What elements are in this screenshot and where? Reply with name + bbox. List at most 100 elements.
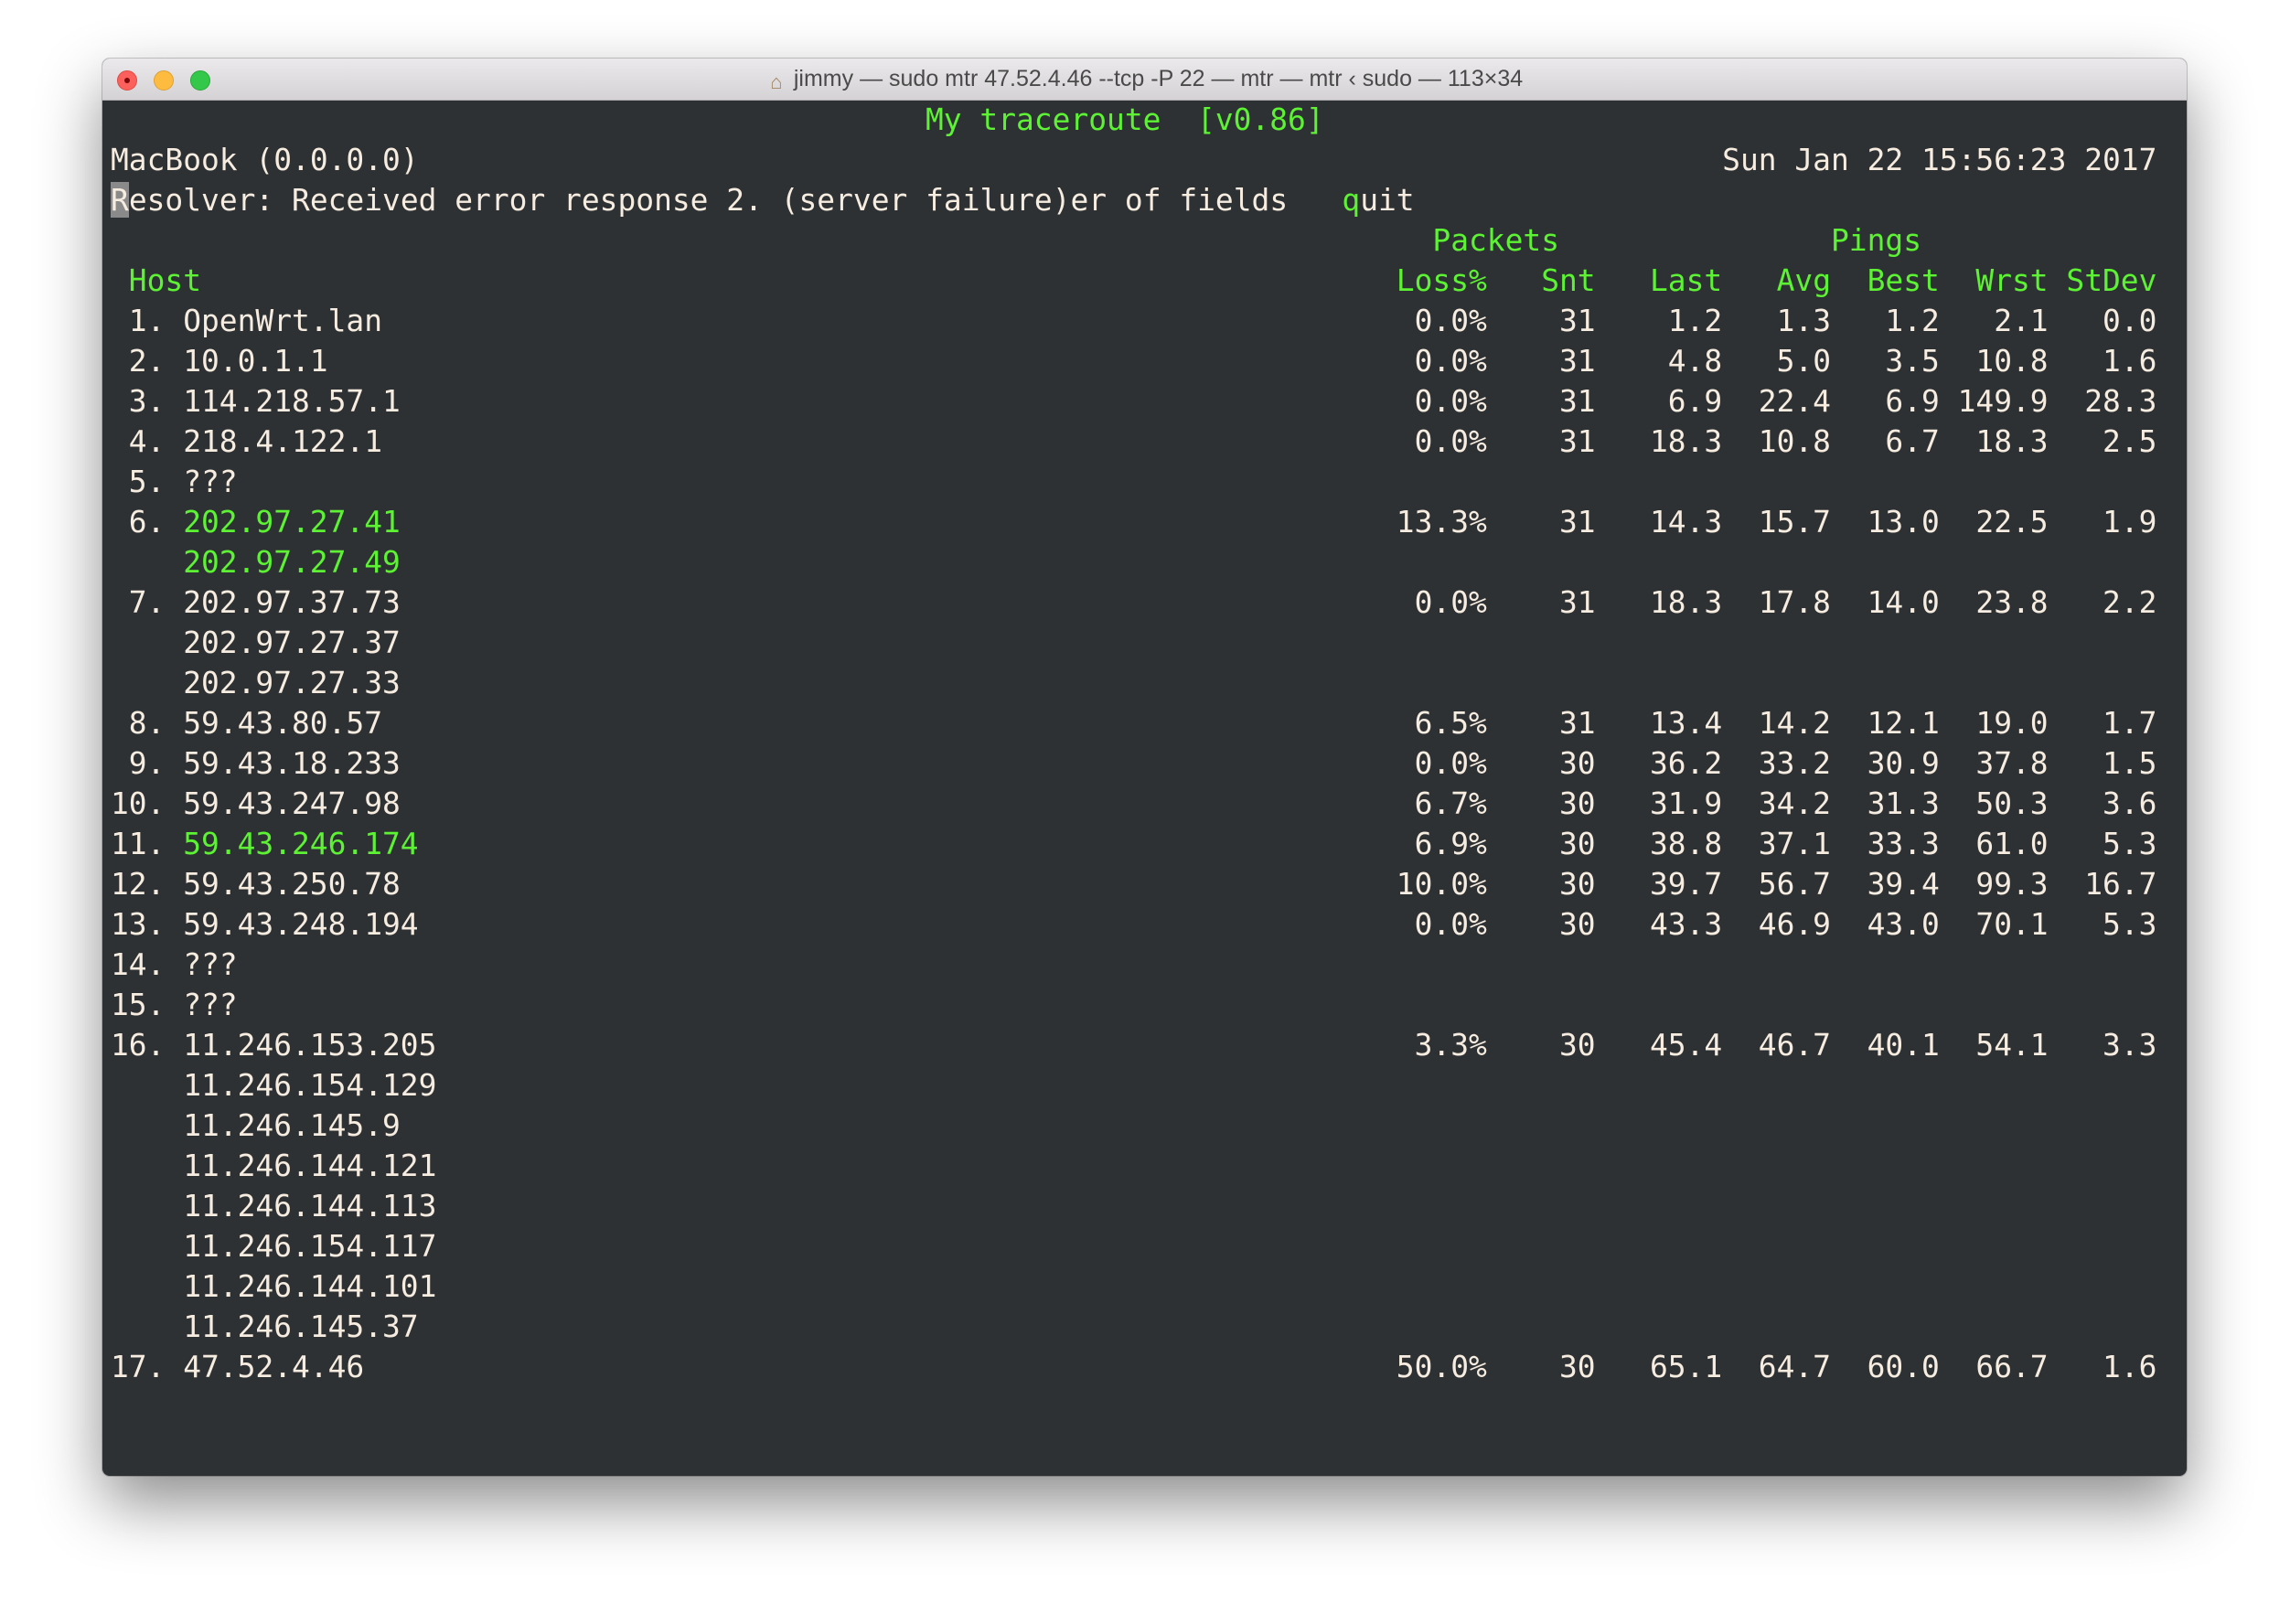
hop-host: 202.97.27.33 <box>183 665 401 700</box>
hop-last: 43.3 <box>1649 906 1723 942</box>
hop-last: 18.3 <box>1649 584 1723 620</box>
host-info-row: MacBook (0.0.0.0) Sun Jan 22 15:56:23 20… <box>111 140 2187 180</box>
stdev-column-header: StDev <box>2066 262 2157 298</box>
hop-row: 2. 10.0.1.1 0.0% 31 4.8 5.0 3.5 10.8 1.6 <box>111 341 2187 381</box>
minimize-button[interactable] <box>154 70 174 91</box>
hop-stdev: 1.5 <box>2103 745 2157 781</box>
quit-key: q <box>1342 182 1361 218</box>
hop-best: 6.9 <box>1885 383 1940 419</box>
hop-alt-host-row: 11.246.154.117 <box>111 1226 2187 1266</box>
hop-last: 4.8 <box>1667 343 1723 379</box>
hop-number: 10. <box>111 785 166 821</box>
title-bar: ⌂ jimmy — sudo mtr 47.52.4.46 --tcp -P 22… <box>102 59 2187 101</box>
hop-snt: 30 <box>1559 866 1596 902</box>
terminal-content[interactable]: My traceroute [v0.86] MacBook (0.0.0.0) … <box>111 100 2187 1476</box>
hop-last: 6.9 <box>1667 383 1723 419</box>
hop-row: 13. 59.43.248.194 0.0% 30 43.3 46.9 43.0 70.1 5.… <box>111 904 2187 945</box>
hop-number: 5. <box>128 464 166 499</box>
hop-wrst: 10.8 <box>1975 343 2049 379</box>
hop-row: 16. 11.246.153.205 3.3% 30 45.4 46.7 40.1 54.1 3… <box>111 1025 2187 1065</box>
hop-avg: 14.2 <box>1758 705 1831 741</box>
hop-best: 1.2 <box>1885 303 1940 338</box>
hop-snt: 30 <box>1559 1027 1596 1063</box>
hop-loss: 0.0% <box>1414 745 1487 781</box>
hop-best: 12.1 <box>1867 705 1940 741</box>
hop-host: 10.0.1.1 <box>183 343 328 379</box>
last-column-header: Last <box>1649 262 1723 298</box>
hop-avg: 37.1 <box>1758 826 1831 861</box>
hop-wrst: 149.9 <box>1957 383 2049 419</box>
hop-host: 202.97.27.49 <box>183 544 401 580</box>
hop-host: 11.246.154.129 <box>183 1067 437 1103</box>
hop-best: 60.0 <box>1867 1349 1940 1384</box>
hop-stdev: 1.6 <box>2103 1349 2157 1384</box>
hop-avg: 1.3 <box>1776 303 1831 338</box>
hop-number: 11. <box>111 826 166 861</box>
hop-number: 8. <box>128 705 166 741</box>
mtr-title-row: My traceroute [v0.86] <box>111 100 2187 140</box>
terminal-window: ⌂ jimmy — sudo mtr 47.52.4.46 --tcp -P 22… <box>102 59 2187 1476</box>
hop-host: ??? <box>183 946 238 982</box>
avg-column-header: Avg <box>1776 262 1831 298</box>
hop-number: 4. <box>128 423 166 459</box>
hop-best: 39.4 <box>1867 866 1940 902</box>
hop-avg: 46.9 <box>1758 906 1831 942</box>
hop-number: 17. <box>111 1349 166 1384</box>
hop-alt-host-row: 11.246.154.129 <box>111 1065 2187 1106</box>
hop-stdev: 28.3 <box>2084 383 2157 419</box>
hop-loss: 6.9% <box>1414 826 1487 861</box>
hop-last: 18.3 <box>1649 423 1723 459</box>
hop-host: 11.246.145.9 <box>183 1107 401 1143</box>
hop-number: 9. <box>128 745 166 781</box>
hop-number: 14. <box>111 946 166 982</box>
hop-wrst: 18.3 <box>1975 423 2049 459</box>
hop-loss: 3.3% <box>1414 1027 1487 1063</box>
hop-number: 12. <box>111 866 166 902</box>
quit-label: uit <box>1360 182 1415 218</box>
hop-best: 13.0 <box>1867 504 1940 540</box>
hop-wrst: 54.1 <box>1975 1027 2049 1063</box>
hop-row: 12. 59.43.250.78 10.0% 30 39.7 56.7 39.4 99.3 16… <box>111 864 2187 904</box>
hop-stdev: 2.5 <box>2103 423 2157 459</box>
hop-last: 36.2 <box>1649 745 1723 781</box>
hop-host: 218.4.122.1 <box>183 423 383 459</box>
hop-snt: 31 <box>1559 423 1596 459</box>
hop-snt: 30 <box>1559 1349 1596 1384</box>
hop-row: 6. 202.97.27.41 13.3% 31 14.3 15.7 13.0 22.5 1.9 <box>111 502 2187 542</box>
hop-snt: 30 <box>1559 785 1596 821</box>
hop-host: 202.97.27.37 <box>183 625 401 660</box>
hop-wrst: 2.1 <box>1994 303 2049 338</box>
hop-host: 11.246.144.113 <box>183 1188 437 1223</box>
hop-last: 38.8 <box>1649 826 1723 861</box>
hop-host: ??? <box>183 464 238 499</box>
hop-snt: 30 <box>1559 826 1596 861</box>
hop-row: 10. 59.43.247.98 6.7% 30 31.9 34.2 31.3 50.3 3.6 <box>111 784 2187 824</box>
hop-snt: 30 <box>1559 906 1596 942</box>
hop-avg: 22.4 <box>1758 383 1831 419</box>
hop-host: 59.43.80.57 <box>183 705 383 741</box>
hop-stdev: 5.3 <box>2103 826 2157 861</box>
close-button[interactable] <box>117 70 137 91</box>
hop-last: 39.7 <box>1649 866 1723 902</box>
hop-loss: 10.0% <box>1396 866 1487 902</box>
hop-host: 59.43.246.174 <box>183 826 419 861</box>
hop-snt: 31 <box>1559 383 1596 419</box>
hop-host: 114.218.57.1 <box>183 383 401 419</box>
zoom-button[interactable] <box>190 70 210 91</box>
hop-loss: 0.0% <box>1414 343 1487 379</box>
hop-snt: 31 <box>1559 504 1596 540</box>
hop-alt-host-row: 11.246.144.113 <box>111 1186 2187 1226</box>
hop-avg: 5.0 <box>1776 343 1831 379</box>
wrst-column-header: Wrst <box>1975 262 2049 298</box>
hop-best: 6.7 <box>1885 423 1940 459</box>
hop-host: 59.43.247.98 <box>183 785 401 821</box>
text-cursor: R <box>111 182 129 218</box>
hop-loss: 13.3% <box>1396 504 1487 540</box>
hop-best: 30.9 <box>1867 745 1940 781</box>
hop-number: 7. <box>128 584 166 620</box>
hop-avg: 10.8 <box>1758 423 1831 459</box>
hop-row: 5.??? <box>111 462 2187 502</box>
datetime: Sun Jan 22 15:56:23 2017 <box>1722 142 2157 177</box>
quit-keybind[interactable]: quit <box>1342 180 1414 220</box>
hop-wrst: 37.8 <box>1975 745 2049 781</box>
